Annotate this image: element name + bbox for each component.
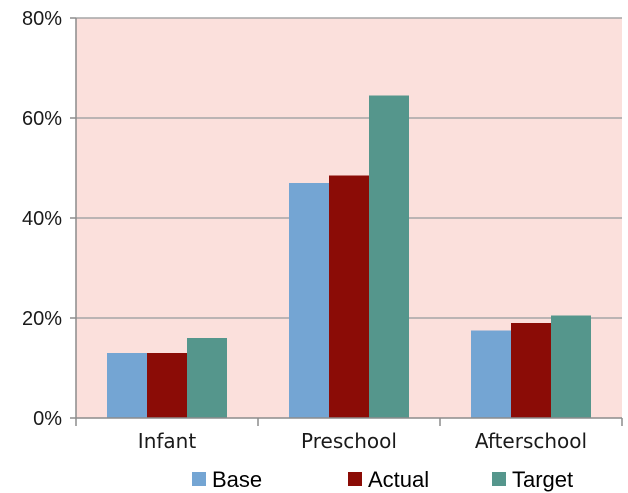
y-tick-label: 0%	[33, 408, 62, 430]
y-tick-label: 80%	[22, 8, 62, 30]
bar-target-infant	[187, 338, 227, 418]
y-tick-labels: 0% 20% 40% 60% 80%	[22, 8, 62, 430]
bar-base-afterschool	[471, 330, 511, 418]
bar-base-infant	[107, 353, 147, 418]
legend-swatch-base	[192, 472, 206, 486]
bar-target-afterschool	[551, 315, 591, 418]
bar-actual-afterschool	[511, 323, 551, 418]
bar-actual-infant	[147, 353, 187, 418]
y-tick-label: 60%	[22, 108, 62, 130]
legend: Base Actual Target	[192, 467, 573, 492]
axes	[70, 17, 623, 426]
legend-label-base: Base	[212, 467, 262, 492]
x-tick-labels: Infant Preschool Afterschool	[138, 429, 587, 453]
x-tick-label: Preschool	[301, 429, 397, 453]
bar-actual-preschool	[329, 175, 369, 418]
legend-label-actual: Actual	[368, 467, 429, 492]
bar-base-preschool	[289, 183, 329, 418]
legend-swatch-target	[492, 472, 506, 486]
bars	[107, 95, 591, 418]
x-tick-label: Afterschool	[475, 429, 587, 453]
legend-swatch-actual	[348, 472, 362, 486]
bar-target-preschool	[369, 95, 409, 418]
y-tick-label: 40%	[22, 208, 62, 230]
x-tick-label: Infant	[138, 429, 197, 453]
legend-label-target: Target	[512, 467, 573, 492]
y-tick-label: 20%	[22, 308, 62, 330]
